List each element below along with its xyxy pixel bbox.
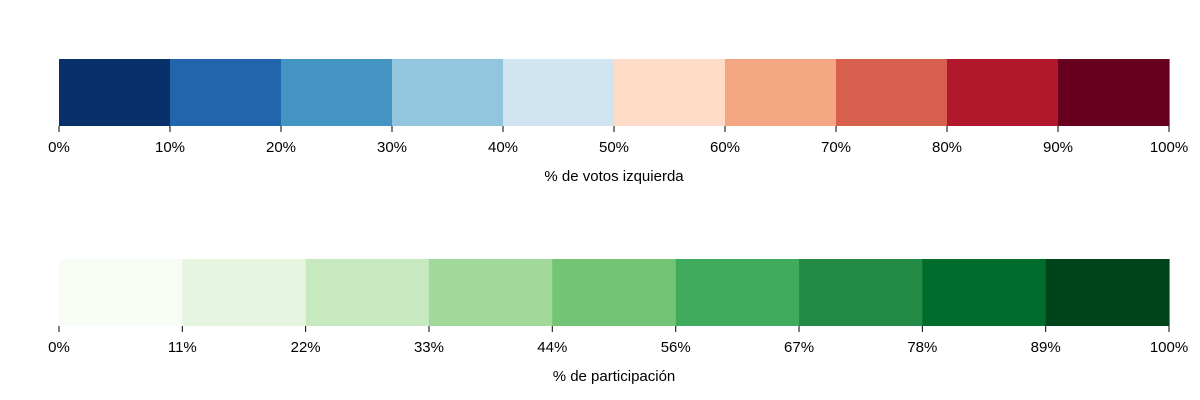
turnout-tick-label: 33%: [414, 339, 444, 356]
turnout-legend: 0% 11% 22% 33% 44% 56% 67% 78% 89% 100% % de part…: [48, 259, 1188, 385]
vote-share-bin: [947, 59, 1059, 126]
turnout-tick-label: 56%: [661, 339, 691, 356]
vote-share-bin: [59, 59, 171, 126]
vote-share-axis-title: % de votos izquierda: [544, 168, 684, 185]
vote-share-tick-label: 80%: [932, 139, 962, 156]
turnout-tick-label: 22%: [291, 339, 321, 356]
vote-share-bin: [1058, 59, 1170, 126]
vote-share-tick-label: 50%: [599, 139, 629, 156]
turnout-bin: [799, 259, 923, 326]
turnout-tick-label: 44%: [537, 339, 567, 356]
vote-share-bin: [614, 59, 726, 126]
turnout-bin: [428, 259, 553, 326]
vote-share-bin: [281, 59, 393, 126]
turnout-axis-ticks: 0% 11% 22% 33% 44% 56% 67% 78% 89% 100%: [48, 326, 1188, 356]
vote-share-tick-label: 10%: [155, 139, 185, 156]
turnout-tick-label: 0%: [48, 339, 70, 356]
vote-share-tick-label: 90%: [1043, 139, 1073, 156]
vote-share-color-bins: [59, 59, 1170, 126]
vote-share-legend: 0% 10% 20% 30% 40% 50% 60% 70% 80% 90% 100% % de v…: [48, 59, 1188, 185]
vote-share-tick-label: 20%: [266, 139, 296, 156]
turnout-bin: [182, 259, 307, 326]
turnout-color-bins: [59, 259, 1170, 326]
turnout-bin: [1045, 259, 1170, 326]
vote-share-tick-label: 60%: [710, 139, 740, 156]
turnout-bin: [922, 259, 1047, 326]
turnout-tick-label: 89%: [1031, 339, 1061, 356]
vote-share-tick-label: 70%: [821, 139, 851, 156]
turnout-tick-label: 78%: [907, 339, 937, 356]
vote-share-bin: [170, 59, 282, 126]
turnout-axis-title: % de participación: [553, 368, 676, 385]
vote-share-bin: [503, 59, 615, 126]
turnout-bin: [305, 259, 430, 326]
turnout-tick-label: 100%: [1150, 339, 1188, 356]
vote-share-tick-label: 0%: [48, 139, 70, 156]
turnout-tick-label: 11%: [168, 339, 197, 356]
turnout-tick-label: 67%: [784, 339, 814, 356]
vote-share-bin: [725, 59, 837, 126]
vote-share-axis-ticks: 0% 10% 20% 30% 40% 50% 60% 70% 80% 90% 100%: [48, 126, 1188, 156]
vote-share-tick-label: 100%: [1150, 139, 1188, 156]
vote-share-tick-label: 30%: [377, 139, 407, 156]
vote-share-bin: [836, 59, 948, 126]
turnout-bin: [552, 259, 677, 326]
turnout-bin: [675, 259, 800, 326]
vote-share-bin: [392, 59, 504, 126]
turnout-bin: [59, 259, 183, 326]
vote-share-tick-label: 40%: [488, 139, 518, 156]
